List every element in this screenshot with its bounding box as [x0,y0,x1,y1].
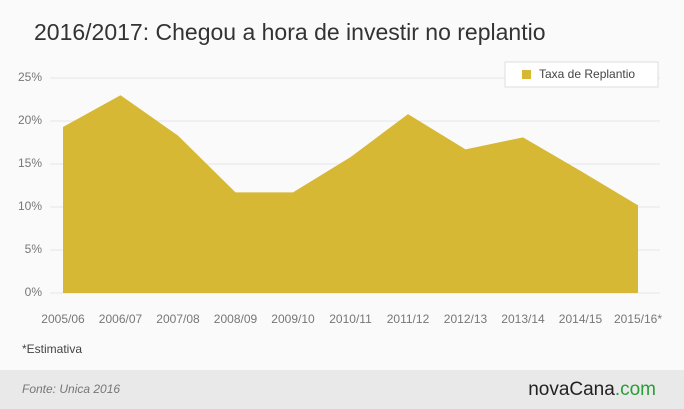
y-tick-label: 10% [18,199,42,213]
x-tick-label: 2009/10 [271,312,315,326]
footer-band [0,370,684,409]
x-tick-label: 2012/13 [444,312,488,326]
y-tick-label: 25% [18,70,42,84]
x-tick-label: 2008/09 [214,312,258,326]
logo: novaCana.com [528,379,656,400]
x-tick-label: 2013/14 [501,312,545,326]
legend-label: Taxa de Replantio [539,67,635,81]
y-tick-label: 0% [25,285,43,299]
x-tick-label: 2014/15 [559,312,603,326]
logo-name: novaCana [528,379,615,400]
footnote: *Estimativa [22,342,82,356]
x-tick-label: 2006/07 [99,312,143,326]
x-tick-label: 2015/16* [614,312,662,326]
y-tick-label: 15% [18,156,42,170]
x-tick-label: 2007/08 [156,312,200,326]
x-tick-label: 2011/12 [387,312,430,326]
chart-title: 2016/2017: Chegou a hora de investir no … [34,19,545,45]
x-tick-label: 2005/06 [41,312,85,326]
area [63,95,638,293]
logo-domain: .com [615,379,656,400]
y-tick-label: 5% [25,242,43,256]
legend-swatch [522,70,531,79]
source: Fonte: Unica 2016 [22,382,120,396]
y-tick-label: 20% [18,113,42,127]
x-tick-label: 2010/11 [329,312,372,326]
